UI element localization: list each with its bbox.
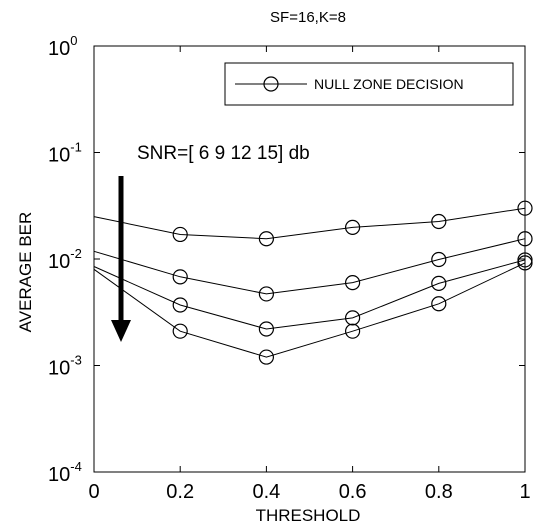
series-2-point	[431, 251, 447, 268]
series-1-point	[258, 231, 274, 247]
y-tick-label: 10-1	[48, 140, 82, 167]
y-tick-label: 100	[48, 33, 77, 60]
plot-frame	[93, 45, 526, 473]
series-4-point	[258, 349, 274, 365]
legend-label: NULL ZONE DECISION	[314, 76, 464, 92]
series-1-point	[431, 213, 447, 230]
series-2-point	[517, 231, 533, 247]
snr-arrow	[111, 176, 131, 342]
y-tick-label: 10-2	[48, 246, 82, 273]
x-tick-label: 0.4	[252, 481, 280, 503]
series-4-point	[345, 323, 361, 339]
series-line-2	[93, 238, 526, 295]
series-1-point	[345, 219, 361, 236]
snr-annotation: SNR=[ 6 9 12 15] db	[137, 143, 310, 164]
series-3-point	[431, 275, 447, 292]
series-4-point	[172, 323, 188, 339]
series-line-4	[93, 262, 526, 358]
series-1-point	[172, 226, 188, 243]
x-tick-label: 0	[88, 481, 99, 503]
x-axis-label: THRESHOLD	[256, 506, 361, 525]
x-tick-label: 0.2	[166, 481, 194, 503]
series-3-point	[172, 297, 188, 313]
series-2-point	[258, 286, 274, 302]
series-line-3	[93, 259, 526, 330]
y-axis-label: AVERAGE BER	[16, 212, 35, 333]
x-tick-label: 0.8	[425, 481, 453, 503]
series-2-point	[172, 269, 188, 285]
series-2-point	[345, 275, 361, 291]
series-3-point	[258, 321, 274, 337]
x-tick-label: 0.6	[339, 481, 367, 503]
series-4-point	[517, 255, 533, 271]
axis-ticks: 0 0.2 0.4 0.6 0.8 1 100 10-1 10-2 10-3 10-4	[48, 33, 531, 503]
y-tick-label: 10-4	[48, 459, 82, 486]
series-3-point	[345, 310, 361, 326]
series-line-1	[93, 207, 526, 240]
series-layer	[93, 200, 533, 365]
y-tick-label: 10-3	[48, 353, 82, 380]
legend-marker	[263, 76, 279, 92]
legend: NULL ZONE DECISION	[224, 62, 514, 106]
x-tick-label: 1	[519, 481, 530, 503]
series-4-point	[431, 296, 447, 312]
chart-title: SF=16,K=8	[270, 9, 346, 26]
series-1-point	[517, 200, 533, 216]
